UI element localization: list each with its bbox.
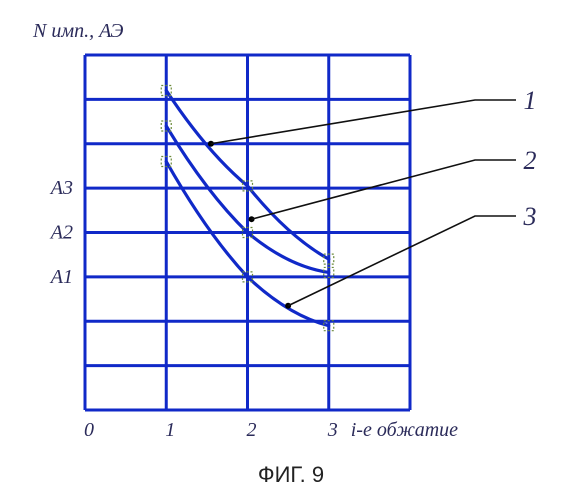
x-tick-label-2: 2 <box>247 419 257 441</box>
y-tick-label-А2: А2 <box>49 222 73 244</box>
callout-label-2: 2 <box>524 146 537 175</box>
y-tick-label-А3: А3 <box>49 177 73 199</box>
y-tick-label-А1: А1 <box>49 266 73 288</box>
chart-svg: 1 2 3 0 1 2 3 А1 А2 А3 N имп., АЭ i-е обжатие ФИГ. 9 <box>0 0 582 500</box>
figure-stage: { "canvas": { "width": 582, "height": 50… <box>0 0 582 500</box>
y-axis-title: N имп., АЭ <box>32 20 123 42</box>
x-tick-label-0: 0 <box>84 419 94 441</box>
callout-label-3: 3 <box>523 202 537 231</box>
x-tick-label-1: 1 <box>165 419 175 441</box>
x-axis-title: i-е обжатие <box>351 419 458 441</box>
x-tick-label-3: 3 <box>327 419 338 441</box>
figure-caption: ФИГ. 9 <box>258 462 324 487</box>
callout-label-1: 1 <box>524 86 537 115</box>
